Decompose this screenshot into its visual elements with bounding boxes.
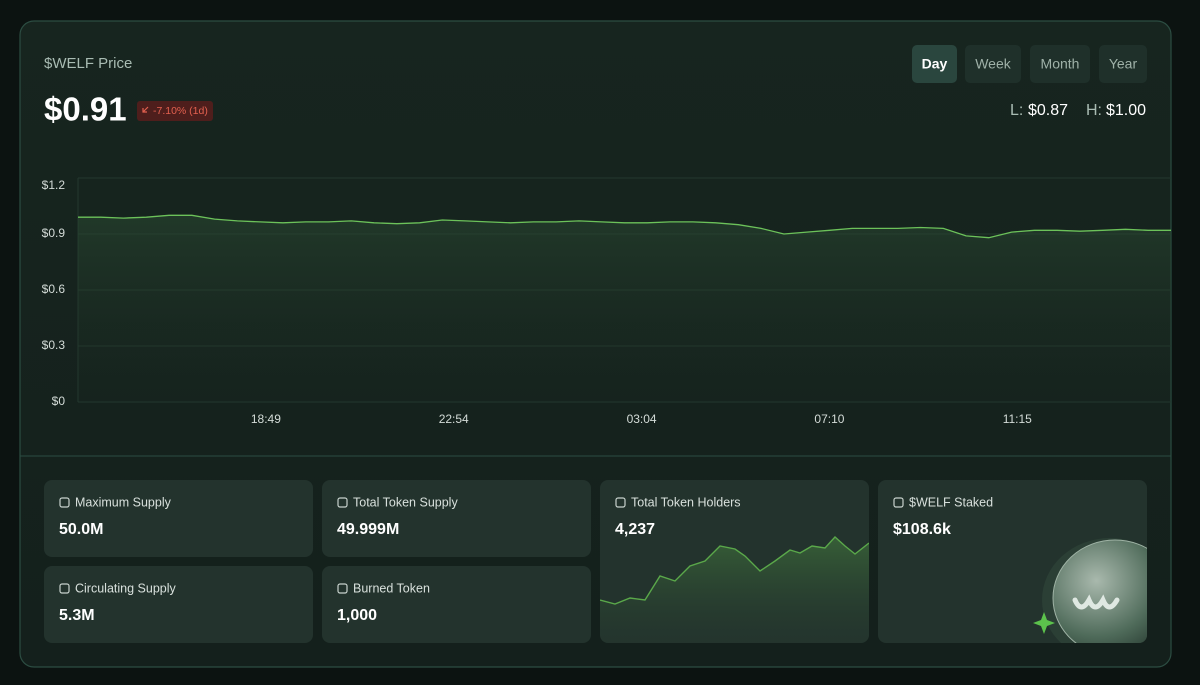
stat-icon — [615, 497, 626, 508]
range-button[interactable] — [1030, 45, 1090, 83]
x-tick-label: 07:10 — [814, 412, 844, 426]
stat-card — [44, 480, 313, 557]
stat-label: Burned Token — [353, 581, 430, 595]
sparkline-line — [600, 536, 869, 605]
stat-icon — [337, 497, 348, 508]
range-button[interactable] — [1099, 45, 1147, 83]
x-tick-label: 18:49 — [251, 412, 281, 426]
stat-value: 50.0M — [59, 521, 103, 538]
price-area — [78, 215, 1171, 402]
coin-logo — [1072, 594, 1120, 610]
range-button[interactable] — [965, 45, 1021, 83]
y-tick-label: $0.3 — [42, 338, 66, 352]
stat-icon — [59, 583, 70, 594]
stat-label: Total Token Holders — [631, 495, 741, 509]
range-button[interactable] — [912, 45, 957, 83]
price-title: $WELF Price — [44, 55, 132, 72]
sparkline-area — [600, 537, 869, 643]
range-label[interactable]: Week — [975, 56, 1012, 72]
stat-value: $108.6k — [893, 521, 951, 538]
high-value: $1.00 — [1106, 102, 1146, 119]
x-tick-label: 11:15 — [1003, 412, 1032, 426]
stat-icon — [337, 583, 348, 594]
low-label: L: — [1010, 102, 1023, 119]
stat-value: 4,237 — [615, 521, 655, 538]
stat-label: Total Token Supply — [353, 495, 458, 509]
change-text: -7.10% (1d) — [153, 105, 208, 117]
y-tick-label: $0.9 — [42, 226, 66, 240]
x-tick-label: 22:54 — [439, 412, 469, 426]
stat-card — [322, 566, 591, 643]
stat-icon — [893, 497, 904, 508]
holders-sparkline — [600, 536, 869, 643]
stat-label: Maximum Supply — [75, 495, 172, 509]
coin-illustration — [1033, 538, 1147, 643]
range-label[interactable]: Day — [922, 56, 948, 72]
x-tick-label: 03:04 — [627, 412, 657, 426]
range-label[interactable]: Month — [1041, 56, 1080, 72]
change-badge — [137, 101, 213, 121]
stat-value: 5.3M — [59, 607, 95, 624]
stat-card — [44, 566, 313, 643]
stat-icon — [59, 497, 70, 508]
range-label[interactable]: Year — [1109, 56, 1138, 72]
y-tick-label: $0.6 — [42, 282, 66, 296]
stat-label: Circulating Supply — [75, 581, 176, 595]
coin-face — [1052, 539, 1147, 643]
y-tick-label: $1.2 — [42, 178, 66, 192]
y-tick-label: $0 — [52, 394, 66, 408]
high-label: H: — [1086, 102, 1102, 119]
stat-value: 1,000 — [337, 607, 377, 624]
stat-card — [322, 480, 591, 557]
price-value: $0.91 — [44, 91, 127, 128]
stat-value: 49.999M — [337, 521, 399, 538]
low-value: $0.87 — [1028, 102, 1068, 119]
down-arrow-icon — [142, 106, 149, 113]
sparkle — [1033, 612, 1055, 634]
price-line — [78, 214, 1171, 239]
stat-label: $WELF Staked — [909, 495, 993, 509]
